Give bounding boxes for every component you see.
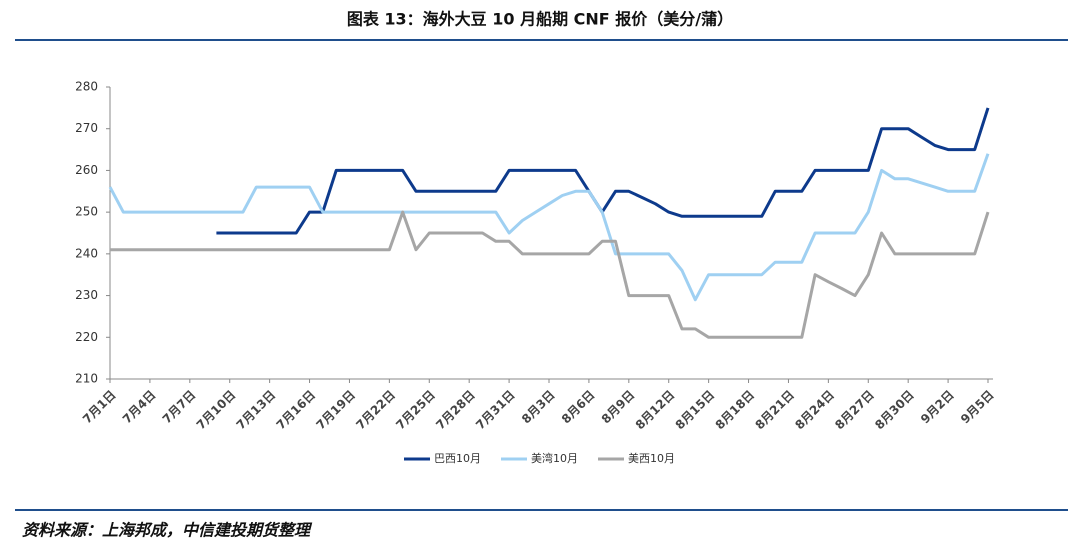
series-line	[108, 153, 990, 302]
y-tick-label: 230	[75, 288, 98, 302]
x-tick-label: 7月13日	[234, 388, 279, 433]
chart-title: 图表 13：海外大豆 10 月船期 CNF 报价（美分/蒲）	[347, 10, 733, 29]
x-tick-label: 8月15日	[673, 388, 718, 433]
y-tick-label: 280	[75, 80, 98, 94]
x-tick-label: 8月6日	[559, 388, 598, 427]
x-tick-label: 7月25日	[393, 388, 438, 433]
x-tick-label: 8月3日	[519, 388, 558, 427]
x-tick-label: 8月30日	[872, 388, 917, 433]
x-tick-label: 7月19日	[313, 388, 358, 433]
x-tick-label: 7月22日	[353, 388, 398, 433]
x-tick-label: 8月12日	[633, 388, 678, 433]
x-tick-label: 8月27日	[832, 388, 877, 433]
x-tick-label: 7月10日	[194, 388, 239, 433]
x-tick-label: 8月9日	[599, 388, 638, 427]
y-tick-label: 270	[75, 121, 98, 135]
x-tick-label: 7月1日	[80, 388, 119, 427]
y-tick-label: 240	[75, 246, 98, 260]
x-tick-label: 8月24日	[792, 388, 837, 433]
y-tick-label: 250	[75, 205, 98, 219]
source-note: 资料来源：上海邦成，中信建投期货整理	[22, 521, 313, 540]
x-tick-label: 8月18日	[713, 388, 758, 433]
y-tick-label: 220	[75, 330, 98, 344]
x-tick-label: 9月2日	[918, 388, 957, 427]
x-tick-label: 7月31日	[473, 388, 518, 433]
x-tick-label: 7月28日	[433, 388, 478, 433]
legend-label: 美西10月	[628, 452, 675, 465]
x-tick-label: 9月5日	[958, 388, 997, 427]
legend-label: 美湾10月	[531, 451, 578, 465]
y-tick-label: 210	[75, 372, 98, 386]
x-tick-label: 7月16日	[274, 388, 319, 433]
series-line	[110, 210, 990, 339]
x-tick-label: 7月7日	[160, 388, 199, 427]
x-tick-label: 8月21日	[752, 388, 797, 433]
legend-label: 巴西10月	[434, 452, 481, 465]
y-tick-label: 260	[75, 163, 98, 177]
x-tick-label: 7月4日	[120, 388, 159, 427]
